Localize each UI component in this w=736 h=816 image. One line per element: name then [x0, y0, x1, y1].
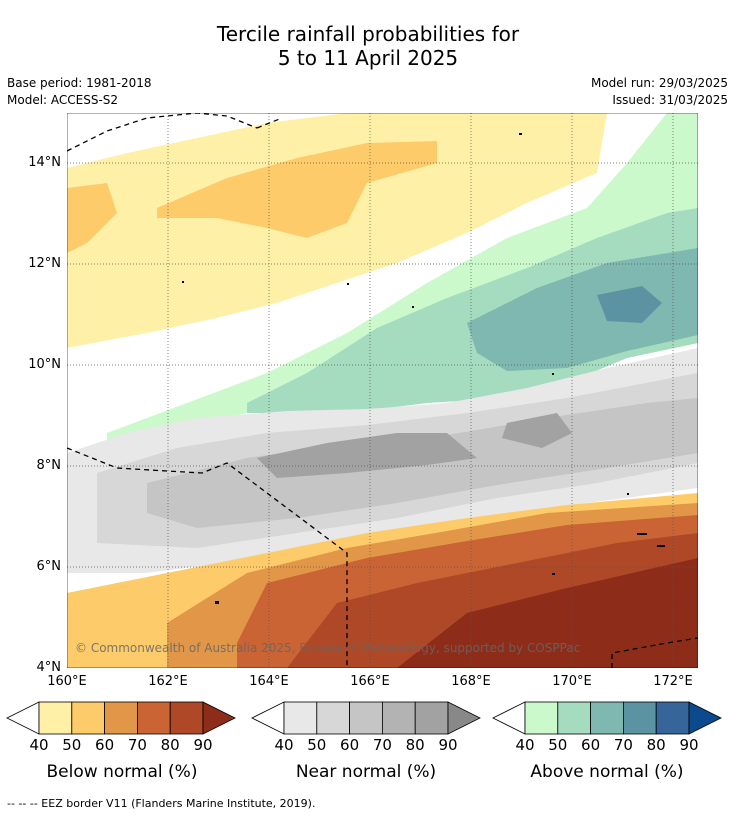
legend-tick-label: 90	[438, 736, 458, 754]
legend-swatch	[169, 701, 204, 735]
legend-title-near: Near normal (%)	[295, 762, 437, 782]
legend-swatch	[283, 701, 318, 735]
graticule	[67, 113, 698, 668]
legend-tick-label: 80	[160, 736, 180, 754]
legend-tick-label: 60	[95, 736, 115, 754]
legend-swatch	[71, 701, 106, 735]
legend-tick-label: 80	[646, 736, 666, 754]
lon-label-164e: 164°E	[249, 674, 289, 689]
legend-swatch	[524, 701, 559, 735]
legend-near-normal	[251, 701, 481, 735]
legend-below-normal	[6, 701, 236, 735]
issued-date: Issued: 31/03/2025	[612, 93, 728, 107]
lat-label-10n: 10°N	[28, 357, 61, 372]
lat-label-12n: 12°N	[28, 256, 61, 271]
legend-swatch	[655, 701, 690, 735]
legend-swatch	[414, 701, 449, 735]
legend-title-above: Above normal (%)	[530, 762, 684, 782]
lat-label-4n: 4°N	[36, 660, 62, 675]
legend-tick-label: 40	[515, 736, 535, 754]
near-normal-70	[257, 433, 477, 478]
legend-swatch	[590, 701, 624, 735]
legend-tick-label: 60	[340, 736, 360, 754]
legend-near-arrow-high	[447, 701, 481, 735]
map-title-line1: Tercile rainfall probabilities for	[216, 22, 520, 46]
legend-swatch	[622, 701, 657, 735]
legend-above-arrow-high	[688, 701, 722, 735]
white-gap-north	[67, 173, 607, 393]
legend-tick-label: 70	[127, 736, 147, 754]
map-title-line2: 5 to 11 April 2025	[277, 46, 459, 70]
above-normal-70	[597, 286, 662, 323]
legend-tick-label: 70	[613, 736, 633, 754]
below-normal-south-90	[397, 558, 698, 668]
legend-tick-label: 90	[679, 736, 699, 754]
eez-footnote: -- -- -- EEZ border V11 (Flanders Marine…	[7, 797, 316, 810]
legend-title-below: Below normal (%)	[46, 762, 198, 782]
legend-swatch	[381, 701, 416, 735]
lon-label-168e: 168°E	[451, 674, 491, 689]
lat-label-6n: 6°N	[36, 559, 62, 574]
legend-tick-label: 90	[193, 736, 213, 754]
near-normal-70b	[502, 413, 572, 448]
legend-tick-label: 80	[405, 736, 425, 754]
legend-swatch	[349, 701, 383, 735]
islands	[182, 133, 665, 604]
legend-swatch	[316, 701, 351, 735]
lon-label-162e: 162°E	[148, 674, 188, 689]
below-normal-north-50a	[67, 183, 117, 253]
legend-tick-label: 40	[29, 736, 49, 754]
lat-label-8n: 8°N	[36, 458, 62, 473]
legend-tick-label: 50	[307, 736, 327, 754]
lon-label-170e: 170°E	[552, 674, 592, 689]
legend-above-normal	[492, 701, 722, 735]
legend-below-arrow-high	[202, 701, 236, 735]
legend-near-arrow-low	[251, 701, 285, 735]
legend-swatch	[136, 701, 171, 735]
copyright-notice: © Commonwealth of Australia 2025, Bureau…	[75, 641, 581, 655]
model-name: Model: ACCESS-S2	[7, 93, 119, 107]
legend-swatch	[104, 701, 138, 735]
model-run: Model run: 29/03/2025	[590, 76, 728, 90]
rainfall-map	[67, 113, 698, 668]
legend-below-arrow-low	[6, 701, 40, 735]
lon-label-172e: 172°E	[653, 674, 693, 689]
legend-tick-label: 70	[372, 736, 392, 754]
legend-swatch	[557, 701, 592, 735]
legend-tick-label: 50	[62, 736, 82, 754]
below-normal-north-50b	[157, 141, 437, 238]
legend-above-arrow-low	[492, 701, 526, 735]
below-normal-north-40	[67, 113, 607, 348]
legend-tick-label: 60	[581, 736, 601, 754]
eez-border	[67, 113, 698, 668]
above-normal-60	[467, 248, 698, 371]
legend-swatch	[38, 701, 73, 735]
lon-label-166e: 166°E	[350, 674, 390, 689]
base-period: Base period: 1981-2018	[7, 76, 152, 90]
legend-tick-label: 40	[274, 736, 294, 754]
legend-tick-label: 50	[548, 736, 568, 754]
lat-label-14n: 14°N	[28, 155, 61, 170]
lon-label-160e: 160°E	[47, 674, 87, 689]
